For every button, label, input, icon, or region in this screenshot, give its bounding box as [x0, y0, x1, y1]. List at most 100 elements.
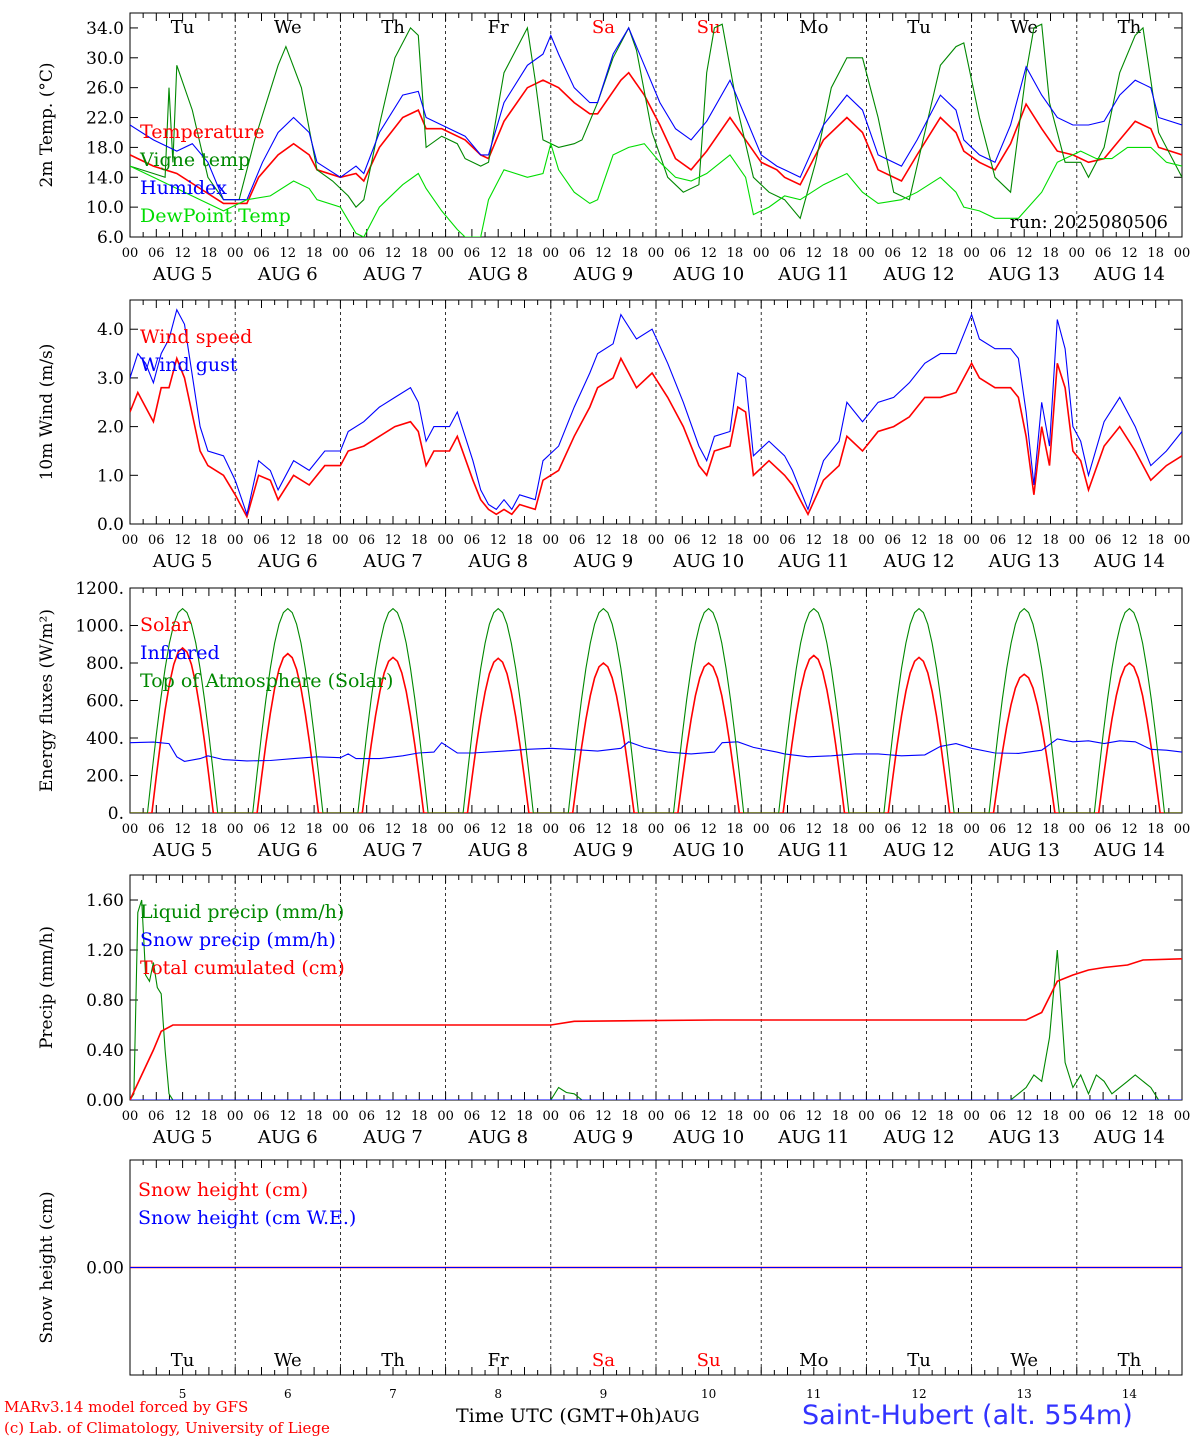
date-label: AUG 9	[573, 551, 634, 572]
date-label: AUG 7	[362, 264, 423, 285]
hour-tick-label: 18	[1042, 533, 1059, 548]
hour-tick-label: 06	[358, 246, 375, 261]
date-label: AUG 10	[672, 840, 744, 861]
hour-tick-label: 06	[779, 1109, 796, 1124]
y-tick-label: 10.0	[86, 198, 124, 218]
hour-tick-label: 00	[1174, 1109, 1191, 1124]
hour-tick-label: 00	[437, 246, 454, 261]
hour-tick-label: 00	[332, 533, 349, 548]
date-label: AUG 12	[882, 551, 954, 572]
hour-tick-label: 12	[700, 1109, 717, 1124]
hour-tick-label: 18	[1147, 246, 1164, 261]
hour-tick-label: 12	[806, 822, 823, 837]
hour-tick-label: 18	[1042, 822, 1059, 837]
hour-tick-label: 18	[516, 1109, 533, 1124]
hour-tick-label: 12	[490, 1109, 507, 1124]
hour-tick-label: 12	[385, 533, 402, 548]
legend-entry: Snow height (cm)	[138, 1179, 308, 1201]
date-label: AUG 6	[257, 551, 318, 572]
y-tick-label: 1.60	[86, 891, 124, 911]
hour-tick-label: 12	[595, 246, 612, 261]
hour-tick-label: 06	[464, 533, 481, 548]
y-tick-label: 1000.	[75, 617, 124, 637]
y-tick-label: 0.40	[86, 1041, 124, 1061]
hour-tick-label: 00	[122, 822, 139, 837]
hour-tick-label: 12	[1016, 246, 1033, 261]
weekday-label: Fr	[488, 17, 509, 38]
hour-tick-label: 18	[832, 246, 849, 261]
date-label: AUG 12	[882, 264, 954, 285]
date-label: AUG 12	[882, 1127, 954, 1148]
weekday-label: Tu	[907, 17, 931, 38]
hour-tick-label: 18	[516, 246, 533, 261]
series-infrared	[130, 738, 1182, 762]
y-tick-label: 1.0	[97, 466, 124, 486]
hour-tick-label: 06	[1095, 246, 1112, 261]
hour-tick-label: 12	[806, 1109, 823, 1124]
y-tick-label: 800.	[86, 654, 124, 674]
hour-tick-label: 12	[1121, 822, 1138, 837]
hour-tick-label: 06	[1095, 822, 1112, 837]
hour-tick-label: 00	[332, 1109, 349, 1124]
hour-tick-label: 12	[280, 533, 297, 548]
date-label: AUG 11	[777, 264, 849, 285]
hour-tick-label: 18	[1147, 1109, 1164, 1124]
hour-tick-label: 06	[253, 1109, 270, 1124]
hour-tick-label: 06	[464, 1109, 481, 1124]
hour-tick-label: 18	[411, 533, 428, 548]
hour-tick-label: 06	[148, 1109, 165, 1124]
y-tick-label: 600.	[86, 692, 124, 712]
panel-2: 0.0 1.0 2.0 3.0 4.0 10m Wind (m/s) 00 06 12 18 00 0…	[37, 299, 1190, 572]
date-label: AUG 13	[988, 840, 1060, 861]
hour-tick-label: 00	[1174, 822, 1191, 837]
day-number-label: 5	[179, 1387, 187, 1401]
hour-tick-label: 00	[963, 822, 980, 837]
hour-tick-label: 06	[253, 246, 270, 261]
day-number-label: 13	[1017, 1387, 1032, 1401]
date-label: AUG 9	[573, 264, 634, 285]
panel-3: 0. 200. 400. 600. 800. 1000. 1200. Energy fluxe…	[37, 579, 1190, 861]
hour-tick-label: 00	[753, 533, 770, 548]
hour-tick-label: 18	[411, 246, 428, 261]
legend-entry: Infrared	[140, 642, 220, 664]
panel-frame	[129, 587, 1183, 814]
hour-tick-label: 12	[490, 246, 507, 261]
hour-tick-label: 18	[411, 1109, 428, 1124]
panel-5: 0.00 Snow height (cm) Tu We Th Fr Sa Su Mo Tu We Th…	[37, 1159, 1183, 1401]
legend-entry: Temperature	[140, 121, 264, 143]
y-tick-label: 18.0	[86, 138, 124, 158]
hour-tick-label: 06	[358, 822, 375, 837]
day-number-label: 8	[494, 1387, 502, 1401]
time-axis-text: Time UTC (GMT+0h)	[456, 1405, 662, 1427]
hour-tick-label: 12	[490, 533, 507, 548]
hour-tick-label: 00	[332, 246, 349, 261]
panel-4: 0.00 0.40 0.80 1.20 1.60 Precip (mm/h) 00 06 12 1…	[37, 874, 1191, 1148]
hour-tick-label: 12	[595, 533, 612, 548]
series-vigne-temp	[130, 23, 1182, 220]
weekday-label: Fr	[488, 1350, 509, 1371]
hour-tick-label: 18	[727, 533, 744, 548]
hour-tick-label: 00	[543, 246, 560, 261]
hour-tick-label: 00	[122, 1109, 139, 1124]
date-label: AUG 9	[573, 840, 634, 861]
station-name: Saint-Hubert (alt. 554m)	[802, 1400, 1133, 1431]
series-wind-speed	[130, 355, 1182, 519]
date-label: AUG 5	[152, 1127, 213, 1148]
hour-tick-label: 06	[1095, 1109, 1112, 1124]
hour-tick-label: 18	[306, 246, 323, 261]
hour-tick-label: 06	[674, 822, 691, 837]
hour-tick-label: 00	[543, 822, 560, 837]
date-label: AUG 13	[988, 1127, 1060, 1148]
hour-tick-label: 12	[174, 246, 191, 261]
date-label: AUG 9	[573, 1127, 634, 1148]
hour-tick-label: 06	[253, 533, 270, 548]
legend-entry: Humidex	[140, 177, 227, 199]
hour-tick-label: 00	[858, 1109, 875, 1124]
day-number-label: 10	[701, 1387, 716, 1401]
weekday-label: Tu	[171, 1350, 195, 1371]
hour-tick-label: 12	[385, 246, 402, 261]
hour-tick-label: 18	[201, 1109, 218, 1124]
hour-tick-label: 06	[674, 246, 691, 261]
hour-tick-label: 18	[937, 822, 954, 837]
